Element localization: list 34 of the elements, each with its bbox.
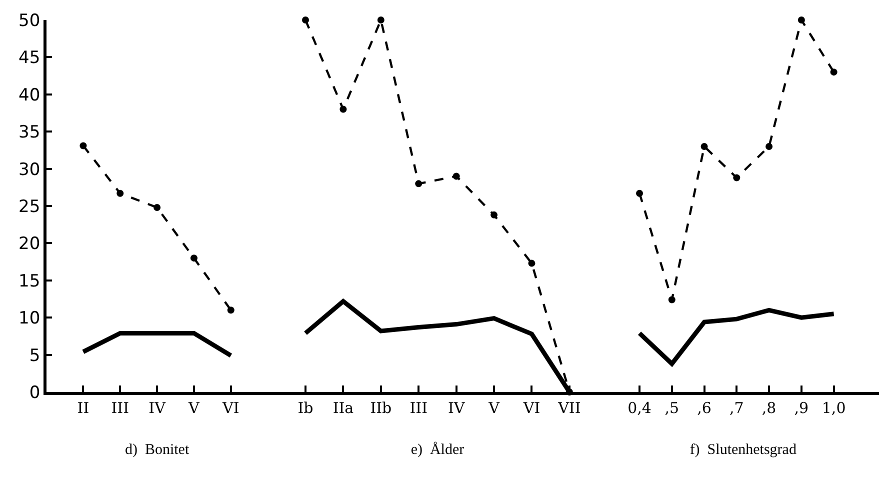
- y-tick-label: 40: [18, 85, 40, 106]
- y-tick-label: 15: [18, 271, 40, 292]
- x-tick-label: ,5: [664, 398, 680, 417]
- x-tick-label: VII: [557, 398, 581, 417]
- x-tick-label: IIb: [370, 398, 392, 417]
- x-axis-title: d) Bonitet: [124, 442, 190, 458]
- y-tick-label: 30: [18, 160, 40, 180]
- x-tick-label: II: [77, 398, 90, 417]
- x-tick-label: 0,4: [628, 398, 652, 417]
- x-tick-label: IV: [148, 398, 167, 417]
- x-tick-label: ,9: [794, 398, 809, 417]
- x-tick-label: V: [188, 398, 201, 417]
- y-tick-label: 10: [18, 308, 40, 329]
- x-tick-label: V: [488, 398, 501, 417]
- x-tick-label: ,7: [730, 398, 744, 417]
- x-tick-label: VI: [221, 398, 240, 417]
- x-tick-label: VI: [522, 398, 540, 417]
- y-tick-label: 5: [29, 346, 40, 366]
- x-tick-label: III: [111, 398, 130, 417]
- x-tick-label: ,8: [762, 398, 776, 417]
- x-tick-label: III: [410, 398, 428, 417]
- x-tick-label: IV: [448, 398, 466, 417]
- x-tick-label: 1,0: [822, 398, 846, 417]
- y-tick-label: 20: [18, 234, 40, 254]
- x-tick-label: Ib: [298, 398, 314, 417]
- x-axis-title: e) Ålder: [410, 440, 464, 458]
- y-tick-label: 35: [18, 122, 40, 143]
- x-axis-title: f) Slutenhetsgrad: [690, 442, 797, 458]
- y-tick-label: 25: [18, 196, 40, 217]
- x-tick-label: IIa: [332, 398, 354, 417]
- y-tick-label: 45: [18, 48, 40, 68]
- x-tick-label: ,6: [697, 398, 712, 417]
- y-tick-label: 0: [29, 382, 40, 403]
- y-tick-label: 50: [18, 10, 40, 31]
